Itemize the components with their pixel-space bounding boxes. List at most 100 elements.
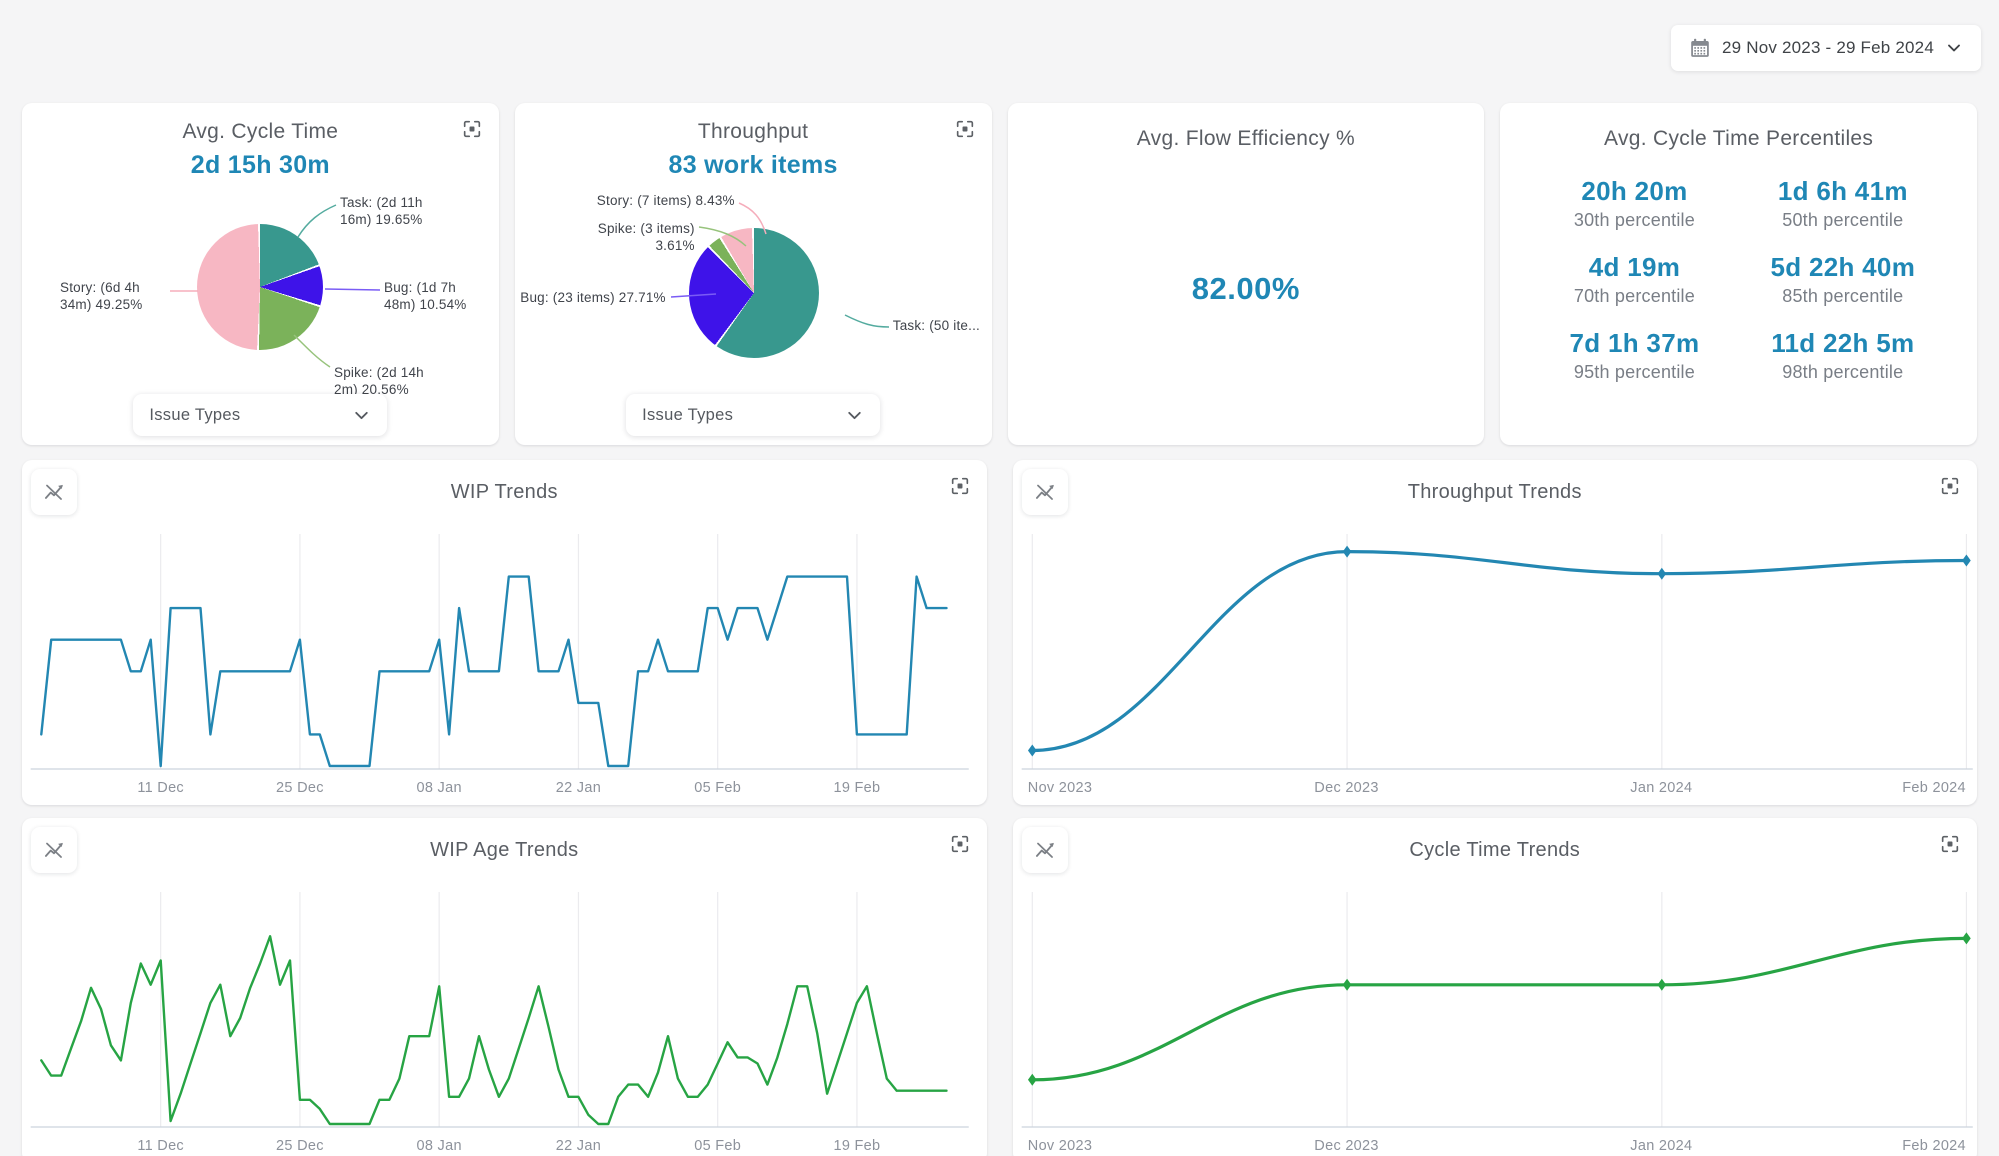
trends-row-2: WIP Age Trends 11 Dec 25 Dec 08 Jan 22 Jan 0… (0, 818, 1999, 1156)
leader-bug (324, 288, 381, 291)
percentile-item: 5d 22h 40m 85th percentile (1739, 252, 1947, 307)
leader-task (297, 204, 337, 238)
expand-icon (951, 835, 968, 853)
chart-canvas (30, 534, 969, 770)
card-title: WIP Age Trends (430, 839, 579, 861)
x-axis-tick-label: 22 Jan (555, 780, 602, 796)
expand-icon (1941, 477, 1959, 495)
issue-types-dropdown[interactable]: Issue Types (133, 394, 388, 436)
pie-label-bug: Bug: (23 items) 27.71% (520, 290, 666, 305)
x-axis-tick-label: 11 Dec (137, 1138, 184, 1154)
expand-button[interactable] (1937, 830, 1965, 858)
wip-trends-chart[interactable]: 11 Dec 25 Dec 08 Jan 22 Jan 05 Feb 19 Feb (22, 524, 987, 805)
percentiles-grid: 20h 20m 30th percentile 1d 6h 41m 50th perc… (1500, 176, 1977, 383)
trend-line-icon (1035, 484, 1054, 500)
x-axis-tick-label: Feb 2024 (1902, 1138, 1966, 1154)
card-title: Avg. Flow Efficiency % (1136, 127, 1355, 150)
expand-button[interactable] (947, 830, 975, 858)
x-axis-tick-label: 25 Dec (276, 780, 324, 796)
x-axis-tick-label: Jan 2024 (1630, 1138, 1693, 1154)
date-range-label: 29 Nov 2023 - 29 Feb 2024 (1722, 38, 1934, 57)
percentile-item: 11d 22h 5m 98th percentile (1739, 328, 1947, 383)
data-point-marker[interactable] (1342, 545, 1351, 558)
x-axis-tick-label: Feb 2024 (1902, 780, 1966, 796)
topbar: 29 Nov 2023 - 29 Feb 2024 (0, 0, 1999, 103)
percentile-label: 95th percentile (1573, 362, 1695, 382)
throughput-pie-chart[interactable] (689, 228, 820, 358)
throughput-card: Throughput 83 work items Story: (7 items… (514, 103, 992, 445)
expand-button[interactable] (947, 472, 975, 500)
issue-types-dropdown[interactable]: Issue Types (626, 394, 881, 436)
percentile-label: 85th percentile (1782, 286, 1904, 306)
avg-cycle-time-card: Avg. Cycle Time 2d 15h 30m Task: (2d 11h… (22, 103, 499, 445)
trend-toggle-button[interactable] (31, 827, 77, 873)
wip-trends-card: WIP Trends 11 Dec 25 Dec 08 Jan 22 Jan 05 Fe… (22, 460, 987, 805)
card-title: Throughput Trends (1407, 481, 1582, 503)
trend-toggle-button[interactable] (31, 469, 77, 515)
flow-efficiency-value: 82.00% (1191, 271, 1300, 306)
expand-button[interactable] (952, 115, 980, 143)
leader-task (844, 314, 889, 328)
issue-types-label: Issue Types (642, 405, 734, 424)
date-range-picker[interactable]: 29 Nov 2023 - 29 Feb 2024 (1671, 25, 1981, 71)
percentile-value: 5d 22h 40m (1770, 252, 1916, 282)
throughput-trends-chart[interactable]: Nov 2023 Dec 2023 Jan 2024 Feb 2024 (1013, 524, 1978, 805)
data-point-marker[interactable] (1961, 932, 1971, 945)
wip-age-trends-card: WIP Age Trends 11 Dec 25 Dec 08 Jan 22 Jan 0… (22, 818, 987, 1156)
expand-button[interactable] (1937, 472, 1965, 500)
data-point-marker[interactable] (1656, 978, 1666, 991)
trend-toggle-button[interactable] (1021, 827, 1068, 873)
percentile-label: 50th percentile (1782, 210, 1904, 230)
card-title: WIP Trends (450, 481, 558, 503)
x-axis-tick-label: 05 Feb (694, 1138, 742, 1154)
pie-label-bug: Bug: (1d 7h 48m) 10.54% (384, 280, 467, 312)
chevron-down-icon (355, 411, 369, 419)
calendar-icon (1691, 38, 1709, 57)
cycle-time-trends-chart[interactable]: Nov 2023 Dec 2023 Jan 2024 Feb 2024 (1013, 882, 1978, 1156)
x-axis-tick-label: 19 Feb (833, 1138, 881, 1154)
throughput-value: 83 work items (668, 151, 838, 179)
cycle-time-percentiles-card: Avg. Cycle Time Percentiles 20h 20m 30th … (1500, 103, 1977, 445)
pie-label-spike: Spike: (3 items) 3.61% (597, 221, 695, 253)
chart-canvas (1021, 892, 1973, 1128)
issue-types-label: Issue Types (149, 405, 241, 424)
cycle-time-trends-card: Cycle Time Trends Nov 2023 Dec 2023 Jan 20… (1012, 818, 1978, 1156)
percentile-item: 20h 20m 30th percentile (1530, 176, 1738, 231)
pie-label-story: Story: (7 items) 8.43% (596, 193, 735, 208)
pie-label-spike: Spike: (2d 14h 2m) 20.56% (334, 365, 424, 397)
wip-age-trends-chart[interactable]: 11 Dec 25 Dec 08 Jan 22 Jan 05 Feb 19 Feb (22, 882, 987, 1156)
cycle-time-pie-chart[interactable] (197, 224, 324, 350)
data-point-marker[interactable] (1027, 1073, 1037, 1086)
pie-label-task: Task: (2d 11h 16m) 19.65% (340, 195, 423, 227)
data-point-marker[interactable] (1656, 567, 1666, 580)
card-title: Throughput (697, 120, 809, 143)
expand-button[interactable] (459, 115, 487, 143)
percentile-item: 1d 6h 41m 50th percentile (1739, 176, 1947, 231)
x-axis-tick-label: Nov 2023 (1027, 780, 1093, 796)
data-point-marker[interactable] (1027, 744, 1037, 757)
x-axis-tick-label: Jan 2024 (1630, 780, 1693, 796)
trend-toggle-button[interactable] (1021, 469, 1068, 515)
leader-spike (293, 334, 331, 368)
pie-label-task: Task: (50 ite... (892, 318, 980, 333)
data-point-marker[interactable] (1342, 978, 1351, 991)
chevron-down-icon (848, 411, 861, 419)
percentile-value: 7d 1h 37m (1569, 328, 1700, 358)
expand-icon (1941, 835, 1959, 853)
chart-canvas (1021, 534, 1973, 770)
data-point-marker[interactable] (1961, 554, 1971, 567)
percentile-item: 7d 1h 37m 95th percentile (1530, 328, 1738, 383)
percentile-label: 98th percentile (1782, 362, 1904, 382)
x-axis-tick-label: Dec 2023 (1314, 1138, 1379, 1154)
x-axis-tick-label: 22 Jan (555, 1138, 602, 1154)
flow-efficiency-card: Avg. Flow Efficiency % 82.00% (1007, 103, 1485, 445)
x-axis-tick-label: 25 Dec (276, 1138, 324, 1154)
chevron-down-icon (1948, 44, 1960, 52)
x-axis-tick-label: 11 Dec (137, 780, 184, 796)
card-title: Avg. Cycle Time (182, 120, 339, 143)
expand-icon (463, 120, 480, 138)
expand-icon (956, 120, 973, 138)
summary-row: Avg. Cycle Time 2d 15h 30m Task: (2d 11h… (0, 103, 1999, 445)
trend-line-icon (44, 484, 63, 500)
percentile-label: 70th percentile (1573, 286, 1695, 306)
